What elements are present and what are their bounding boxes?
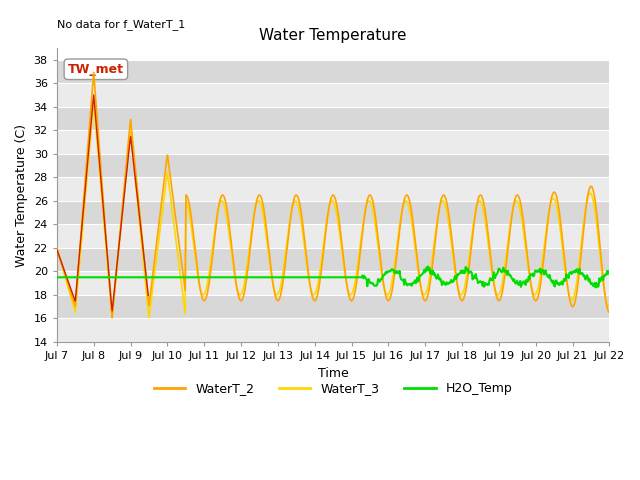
Bar [57,318,609,342]
Legend: WaterT_2, WaterT_3, H2O_Temp: WaterT_2, WaterT_3, H2O_Temp [149,377,517,400]
Bar [57,178,609,201]
Bar [57,224,609,248]
Bar [57,84,609,107]
Bar [57,201,609,224]
Bar [57,248,609,271]
Title: Water Temperature: Water Temperature [259,28,407,43]
Text: No data for f_WaterT_1: No data for f_WaterT_1 [57,20,185,30]
Bar [57,271,609,295]
Bar [57,60,609,84]
Bar [57,295,609,318]
Bar [57,131,609,154]
Text: TW_met: TW_met [68,63,124,76]
Bar [57,107,609,131]
Y-axis label: Water Temperature (C): Water Temperature (C) [15,123,28,266]
Bar [57,154,609,178]
X-axis label: Time: Time [317,367,348,380]
